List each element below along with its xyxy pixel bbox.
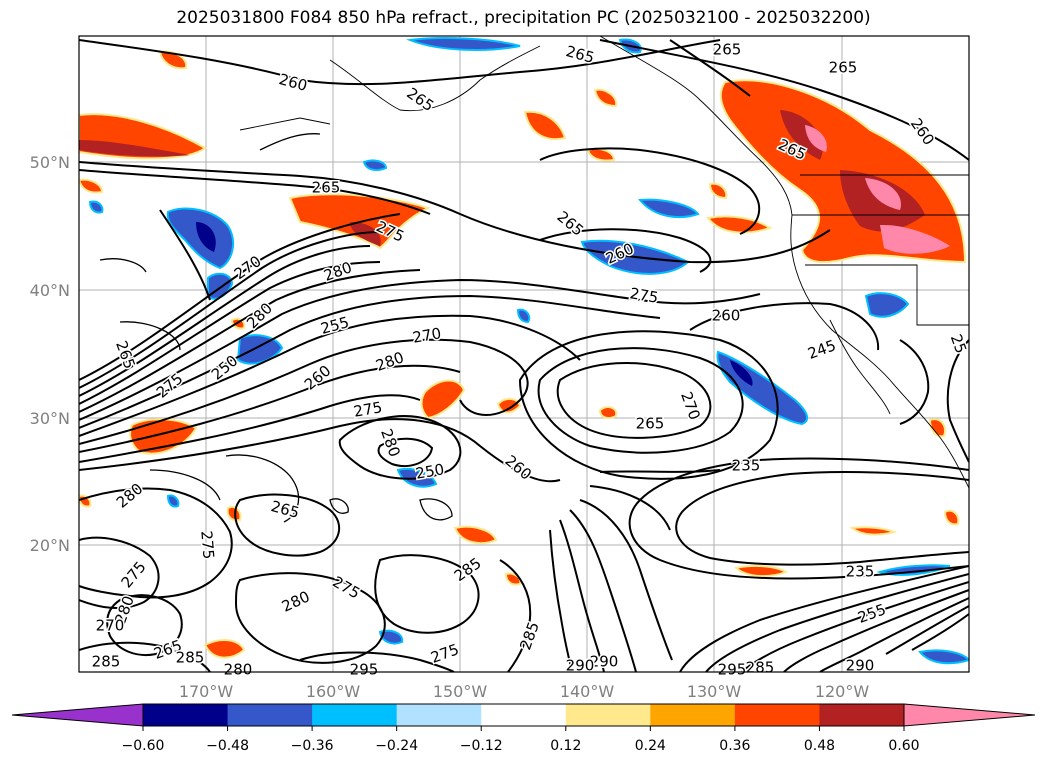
colorbar-tick-label: 0.36 xyxy=(719,738,750,754)
contour-label: 235 xyxy=(846,563,875,581)
colorbar-tick-label: 0.60 xyxy=(888,738,919,754)
lon-label: 170°W xyxy=(179,682,234,701)
colorbar-frame xyxy=(142,703,905,727)
lon-label: 150°W xyxy=(433,682,488,701)
colorbar-segment xyxy=(734,704,820,726)
contour-label: 265 xyxy=(312,179,341,197)
colorbar-tick-label: 0.24 xyxy=(635,738,666,754)
precipitation-shading xyxy=(79,37,969,665)
lat-label: 30°N xyxy=(30,409,70,428)
contour-label: 285 xyxy=(92,653,121,671)
colorbar-segment xyxy=(312,704,398,726)
contour-label: 290 xyxy=(566,657,595,675)
colorbar-segment xyxy=(565,704,651,726)
colorbar-extend-low xyxy=(11,703,144,727)
contour-label: 235 xyxy=(732,457,761,475)
refractivity-contours xyxy=(79,39,969,672)
colorbar-tick-label: 0.12 xyxy=(550,738,581,754)
contour-label: 295 xyxy=(350,661,379,679)
contour-label: 285 xyxy=(746,659,775,677)
contour-label: 275 xyxy=(197,530,217,560)
colorbar-segment xyxy=(650,704,736,726)
colorbar-tick-label: 0.48 xyxy=(804,738,835,754)
contour-label: 295 xyxy=(718,661,747,679)
colorbar: −0.60 −0.48 −0.36 −0.24 −0.12 0.12 0.24 0.36 0.4… xyxy=(11,703,1036,754)
colorbar-tick-label: −0.12 xyxy=(460,738,503,754)
contour-label: 260 xyxy=(712,307,741,325)
lat-label: 40°N xyxy=(30,281,70,300)
contour-label: 265 xyxy=(713,41,742,59)
lat-label: 20°N xyxy=(30,536,70,555)
contour-label: 265 xyxy=(636,415,665,433)
lon-label: 160°W xyxy=(306,682,361,701)
lat-label: 50°N xyxy=(30,153,70,172)
colorbar-segment xyxy=(227,704,313,726)
contour-label: 280 xyxy=(224,661,253,679)
chart-title: 2025031800 F084 850 hPa refract., precip… xyxy=(176,8,871,28)
contour-label: 270 xyxy=(96,617,125,635)
colorbar-extend-high xyxy=(903,703,1036,727)
colorbar-segment xyxy=(143,704,229,726)
colorbar-tick-label: −0.60 xyxy=(122,738,165,754)
latitude-labels: 50°N 40°N 30°N 20°N xyxy=(30,153,70,555)
lon-label: 120°W xyxy=(815,682,870,701)
gridlines xyxy=(79,36,969,672)
lon-label: 130°W xyxy=(687,682,742,701)
contour-label: 290 xyxy=(846,657,875,675)
refractivity-contours-thin xyxy=(99,133,453,523)
longitude-labels: 170°W 160°W 150°W 140°W 130°W 120°W xyxy=(179,682,870,701)
contour-label: 265 xyxy=(829,59,858,77)
contour-label: 285 xyxy=(176,649,205,667)
colorbar-segment xyxy=(819,704,905,726)
lon-label: 140°W xyxy=(560,682,615,701)
map-frame xyxy=(78,35,970,673)
contour-label: 290 xyxy=(590,653,619,671)
colorbar-tick-label: −0.48 xyxy=(206,738,249,754)
colorbar-segment xyxy=(481,704,567,726)
colorbar-tick-label: −0.24 xyxy=(375,738,418,754)
colorbar-segment xyxy=(396,704,482,726)
colorbar-tick-label: −0.36 xyxy=(291,738,334,754)
